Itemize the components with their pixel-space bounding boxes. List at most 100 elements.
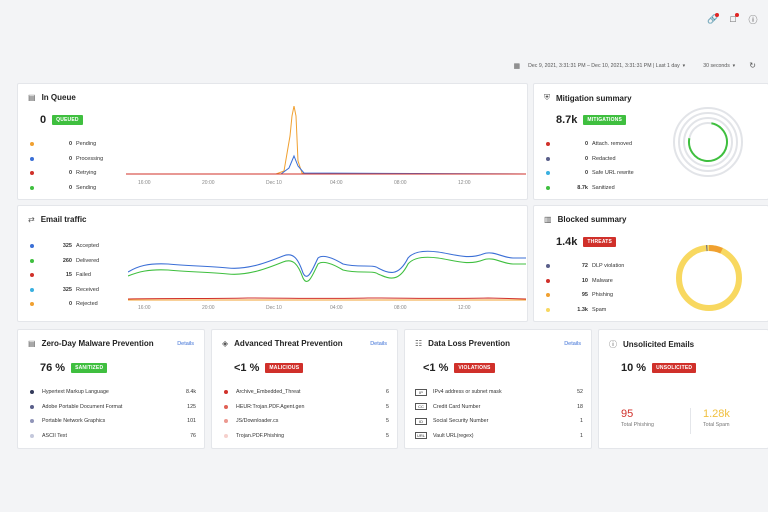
queue-value: 0 (40, 114, 47, 126)
info-icon: ⓘ (609, 340, 617, 349)
legend-dot (546, 264, 550, 269)
x-tick: 12:00 (458, 180, 471, 186)
legend-dot (546, 185, 550, 190)
card-title: ☷ Data Loss Prevention (415, 339, 510, 348)
blocked-title: Blocked summary (557, 215, 627, 224)
swap-icon: ⇄ (28, 215, 35, 224)
legend-dot (30, 273, 34, 278)
legend-dot (546, 278, 550, 283)
malicious-badge: MALICIOUS (265, 363, 304, 373)
list-value: 5 (386, 432, 389, 439)
list-item: ASCII Text 76 (30, 429, 196, 444)
list-item: Portable Network Graphics 101 (30, 414, 196, 429)
phishing-value: 95 (621, 408, 634, 420)
list-value: 6 (386, 389, 389, 396)
x-tick: 08:00 (394, 305, 407, 311)
legend-value: 0 (584, 155, 588, 162)
list-value: 8.4k (185, 389, 196, 396)
legend-item: 0 Retrying (30, 166, 103, 181)
legend-item: 15 Failed (30, 268, 99, 283)
legend-dot (30, 171, 34, 176)
list-dot (224, 419, 228, 424)
legend-label: Processing (76, 155, 104, 162)
date-range-text: Dec 9, 2021, 3:31:31 PM – Dec 10, 2021, … (528, 62, 680, 69)
traffic-chart (128, 250, 526, 301)
phishing-label: Total Phishing (621, 422, 654, 428)
in-queue-card: ▤ In Queue 0 QUEUED 0 Pending 0 Processing 0 R… (17, 83, 528, 200)
card-title: ⇄ Email traffic (28, 215, 87, 224)
link-icon[interactable]: 🔗 (707, 13, 719, 24)
mitigations-badge: MITIGATIONS (583, 115, 627, 125)
legend-label: Attach. removed (592, 141, 633, 148)
date-range-selector[interactable]: Dec 9, 2021, 3:31:31 PM – Dec 10, 2021, … (528, 62, 686, 69)
list-dot (224, 433, 228, 438)
legend-label: Delivered (76, 257, 100, 264)
list-name: IPv4 address or subnet mask (433, 389, 502, 396)
legend-dot (30, 156, 34, 161)
legend-item: 72 DLP violation (546, 259, 624, 274)
calendar-icon[interactable]: ▦ (513, 62, 521, 70)
card-title: ⓘ Unsolicited Emails (609, 339, 694, 350)
sanitized-ring (688, 122, 728, 162)
legend-item: 95 Phishing (546, 288, 624, 303)
legend-dot (30, 258, 34, 263)
card-title: ▤ Zero-Day Malware Prevention (28, 339, 154, 348)
legend-value: 0 (68, 170, 72, 177)
legend-dot (546, 171, 550, 176)
time-toolbar: ▦ Dec 9, 2021, 3:31:31 PM – Dec 10, 2021… (514, 61, 756, 70)
legend-item: 0 Processing (30, 152, 103, 167)
x-tick: Dec 10 (266, 180, 282, 186)
legend-value: 0 (68, 155, 72, 162)
refresh-interval-selector[interactable]: 30 seconds ▾ (703, 62, 736, 69)
x-tick: 16:00 (138, 305, 151, 311)
legend-value: 0 (68, 301, 72, 308)
data-loss-title: Data Loss Prevention (428, 339, 510, 348)
refresh-interval-text: 30 seconds (703, 62, 730, 69)
queue-legend: 0 Pending 0 Processing 0 Retrying 0 Sending (30, 137, 103, 195)
spam-label: Total Spam (703, 422, 730, 428)
legend-value: 8.7k (577, 184, 588, 191)
advanced-list: Archive_Embedded_Threat 6 HEUR:Trojan.PDF.… (224, 385, 389, 443)
traffic-line-blue (128, 250, 526, 277)
list-item: Hypertext Markup Language 8.4k (30, 385, 196, 400)
x-tick: 08:00 (394, 180, 407, 186)
legend-value: 1.3k (577, 306, 588, 313)
list-value: 101 (187, 418, 196, 425)
legend-dot (546, 307, 550, 312)
unsolicited-summary: 10 % UNSOLICITED (621, 362, 697, 374)
details-link[interactable]: Details (370, 341, 387, 347)
list-name: Vault URL(regex) (433, 432, 474, 439)
legend-value: 0 (584, 170, 588, 177)
legend-dot (30, 185, 34, 190)
legend-value: 325 (62, 243, 72, 250)
list-dot (30, 419, 34, 424)
list-name: Adobe Portable Document Format (42, 403, 123, 410)
list-value: 1 (580, 432, 583, 439)
legend-value: 260 (62, 257, 72, 264)
legend-label: Sending (76, 184, 97, 191)
top-icons: 🔗 □ ⓘ (707, 13, 758, 25)
details-link[interactable]: Details (177, 341, 194, 347)
legend-dot (546, 293, 550, 298)
help-icon[interactable]: ⓘ (748, 14, 758, 25)
list-value: 52 (577, 389, 583, 396)
legend-item: 1.3k Spam (546, 303, 624, 318)
phishing-arc (676, 245, 742, 311)
legend-item: 0 Sending (30, 181, 103, 196)
layers-icon: ◈ (222, 339, 229, 348)
list-name: Social Security Number (433, 418, 489, 425)
mitigation-donut (673, 107, 743, 177)
legend-label: Malware (592, 277, 613, 284)
refresh-icon[interactable]: ↻ (749, 61, 756, 70)
traffic-line-green (128, 256, 526, 282)
list-name: Trojan.PDF.Phishing (236, 432, 285, 439)
legend-dot (30, 244, 34, 249)
notification-icon[interactable]: □ (728, 13, 739, 24)
legend-item: 0 Safe URL rewrite (546, 166, 634, 181)
list-value: 5 (386, 418, 389, 425)
details-link[interactable]: Details (564, 341, 581, 347)
list-name: Archive_Embedded_Threat (236, 389, 301, 396)
legend-item: 8.7k Sanitized (546, 181, 634, 196)
list-name: HEUR:Trojan.PDF.Agent.gen (236, 403, 305, 410)
list-item: ID Social Security Number 1 (415, 414, 583, 429)
